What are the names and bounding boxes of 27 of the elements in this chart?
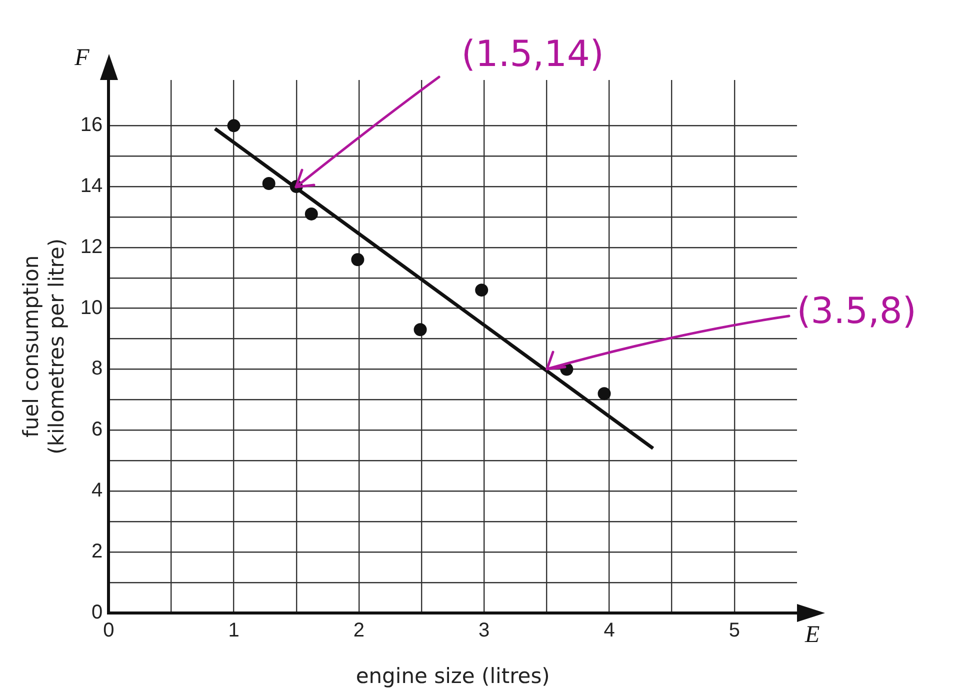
y-axis-title: fuel consumption (kilometres per litre) <box>19 238 68 454</box>
y-tick-label: 6 <box>92 418 103 441</box>
y-tick-label: 16 <box>80 114 103 136</box>
point <box>598 387 611 400</box>
y-tick-label: 0 <box>92 601 103 624</box>
point <box>227 119 240 132</box>
point <box>475 284 488 297</box>
x-axis-title: engine size (litres) <box>356 664 550 688</box>
annotation: (3.5,8) <box>796 291 916 332</box>
x-tick-label: 2 <box>353 619 365 642</box>
text: F <box>74 45 90 71</box>
annotation: (1.5,14) <box>461 34 604 75</box>
y-tick-label: 12 <box>80 236 103 258</box>
y-tick-label: 14 <box>80 175 103 198</box>
point <box>262 177 276 190</box>
point <box>351 253 364 266</box>
y-tick-label: 2 <box>92 540 103 562</box>
point <box>304 207 318 220</box>
point <box>414 323 427 336</box>
text: E <box>805 622 820 648</box>
x-tick-label: 4 <box>604 619 615 642</box>
x-tick-label: 3 <box>478 619 490 642</box>
x-tick-label: 5 <box>728 619 740 642</box>
x-tick-label: 1 <box>228 619 240 642</box>
y-tick-label: 8 <box>92 358 103 380</box>
y-tick-label: 10 <box>80 296 103 319</box>
y-tick-label: 4 <box>92 480 103 502</box>
